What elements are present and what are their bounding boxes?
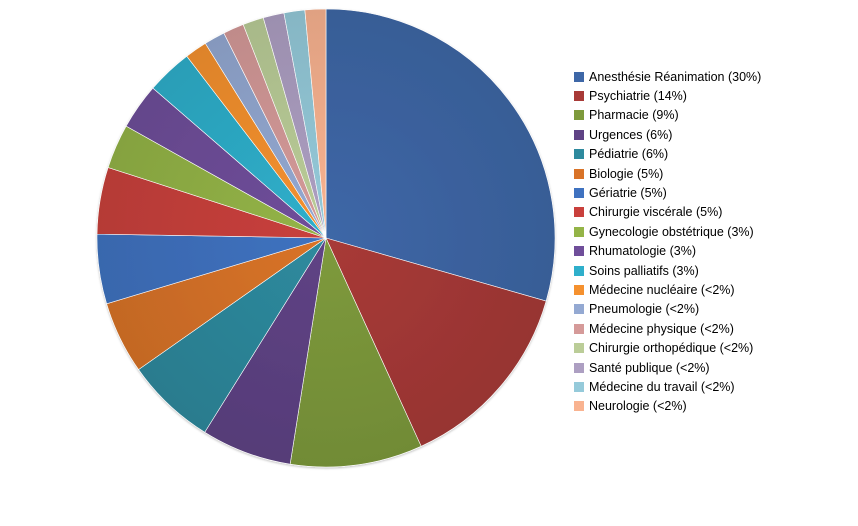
legend-item-12: Pneumologie (<2%) xyxy=(574,300,761,319)
legend-item-14: Chirurgie orthopédique (<2%) xyxy=(574,338,761,357)
legend-item-1: Psychiatrie (14%) xyxy=(574,86,761,105)
legend-item-2: Pharmacie (9%) xyxy=(574,106,761,125)
pie-slice-17 xyxy=(304,8,327,239)
legend-swatch-16 xyxy=(574,381,584,392)
legend-item-7: Chirurgie viscérale (5%) xyxy=(574,203,761,222)
legend-label-16: Médecine du travail (<2%) xyxy=(589,379,735,394)
legend-label-5: Biologie (5%) xyxy=(589,166,664,181)
legend-item-10: Soins palliatifs (3%) xyxy=(574,261,761,280)
legend-swatch-2 xyxy=(574,110,584,121)
legend-swatch-10 xyxy=(574,265,584,276)
legend-item-11: Médecine nucléaire (<2%) xyxy=(574,280,761,299)
legend-label-6: Gériatrie (5%) xyxy=(589,186,667,201)
legend-swatch-3 xyxy=(574,129,584,140)
legend-label-14: Chirurgie orthopédique (<2%) xyxy=(589,341,754,356)
pie-slice-2 xyxy=(289,236,422,468)
legend-label-0: Anesthésie Réanimation (30%) xyxy=(589,69,762,84)
legend-label-8: Gynecologie obstétrique (3%) xyxy=(589,224,754,239)
legend-swatch-5 xyxy=(574,168,584,179)
legend-swatch-11 xyxy=(574,284,584,295)
legend-label-13: Médecine physique (<2%) xyxy=(589,321,734,336)
legend-item-0: Anesthésie Réanimation (30%) xyxy=(574,67,761,86)
legend-label-15: Santé publique (<2%) xyxy=(589,360,710,375)
legend-swatch-13 xyxy=(574,323,584,334)
legend-label-9: Rhumatologie (3%) xyxy=(589,244,696,259)
legend-item-16: Médecine du travail (<2%) xyxy=(574,377,761,396)
legend-label-12: Pneumologie (<2%) xyxy=(589,302,700,317)
legend-swatch-17 xyxy=(574,401,584,412)
legend-item-8: Gynecologie obstétrique (3%) xyxy=(574,222,761,241)
legend-item-3: Urgences (6%) xyxy=(574,125,761,144)
pie-slice-0 xyxy=(325,8,556,302)
legend-swatch-12 xyxy=(574,304,584,315)
legend-item-9: Rhumatologie (3%) xyxy=(574,242,761,261)
legend-label-3: Urgences (6%) xyxy=(589,127,673,142)
legend-swatch-4 xyxy=(574,149,584,160)
legend-item-6: Gériatrie (5%) xyxy=(574,183,761,202)
legend-swatch-8 xyxy=(574,226,584,237)
legend-swatch-7 xyxy=(574,207,584,218)
legend: Anesthésie Réanimation (30%) Psychiatrie … xyxy=(574,67,761,416)
pie-slice-1 xyxy=(325,237,547,447)
legend-swatch-6 xyxy=(574,188,584,199)
legend-item-4: Pédiatrie (6%) xyxy=(574,145,761,164)
legend-label-11: Médecine nucléaire (<2%) xyxy=(589,282,735,297)
legend-item-17: Neurologie (<2%) xyxy=(574,397,761,416)
legend-label-7: Chirurgie viscérale (5%) xyxy=(589,205,723,220)
legend-swatch-9 xyxy=(574,246,584,257)
legend-swatch-14 xyxy=(574,343,584,354)
legend-item-5: Biologie (5%) xyxy=(574,164,761,183)
legend-label-2: Pharmacie (9%) xyxy=(589,108,679,123)
legend-label-4: Pédiatrie (6%) xyxy=(589,147,669,162)
legend-item-15: Santé publique (<2%) xyxy=(574,358,761,377)
legend-swatch-1 xyxy=(574,91,584,102)
legend-label-1: Psychiatrie (14%) xyxy=(589,89,687,104)
legend-item-13: Médecine physique (<2%) xyxy=(574,319,761,338)
legend-label-10: Soins palliatifs (3%) xyxy=(589,263,699,278)
legend-swatch-15 xyxy=(574,362,584,373)
legend-swatch-0 xyxy=(574,71,584,82)
legend-label-17: Neurologie (<2%) xyxy=(589,399,687,414)
